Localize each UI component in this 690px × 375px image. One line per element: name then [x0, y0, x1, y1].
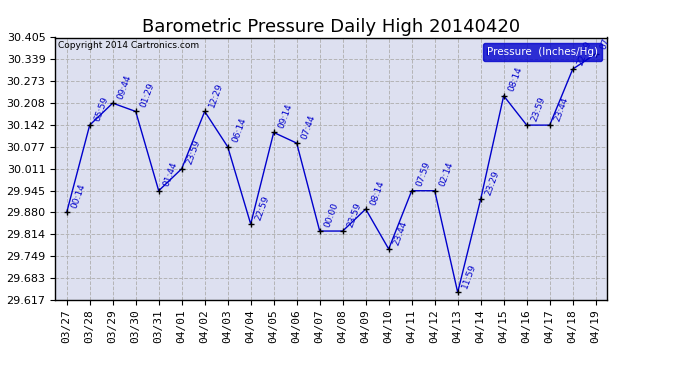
Text: 09:14: 09:14 — [277, 102, 294, 130]
Text: 23:59: 23:59 — [529, 95, 546, 122]
Text: 22:59: 22:59 — [575, 39, 593, 66]
Text: 09:44: 09:44 — [115, 73, 132, 100]
Text: 23:29: 23:29 — [484, 169, 501, 196]
Text: 01:44: 01:44 — [161, 161, 179, 188]
Text: 23:59: 23:59 — [184, 139, 201, 166]
Text: 02:14: 02:14 — [437, 161, 455, 188]
Text: 07:44: 07:44 — [299, 113, 317, 140]
Text: 65:59: 65:59 — [92, 95, 110, 122]
Text: 22:59: 22:59 — [253, 194, 270, 221]
Text: 00:00: 00:00 — [322, 201, 339, 228]
Text: 08:14: 08:14 — [368, 179, 386, 206]
Text: 12:29: 12:29 — [208, 81, 225, 109]
Text: 07:59: 07:59 — [415, 160, 432, 188]
Text: Copyright 2014 Cartronics.com: Copyright 2014 Cartronics.com — [58, 42, 199, 51]
Text: 07: 07 — [598, 37, 611, 51]
Legend: Pressure  (Inches/Hg): Pressure (Inches/Hg) — [483, 43, 602, 61]
Text: 23:44: 23:44 — [553, 95, 570, 122]
Text: 11:59: 11:59 — [460, 262, 477, 290]
Text: 23:44: 23:44 — [391, 219, 408, 246]
Title: Barometric Pressure Daily High 20140420: Barometric Pressure Daily High 20140420 — [142, 18, 520, 36]
Text: 06:14: 06:14 — [230, 117, 248, 144]
Text: 01:29: 01:29 — [139, 81, 156, 109]
Text: 00:14: 00:14 — [70, 182, 87, 210]
Text: 23:59: 23:59 — [346, 201, 363, 228]
Text: 08:14: 08:14 — [506, 66, 524, 93]
